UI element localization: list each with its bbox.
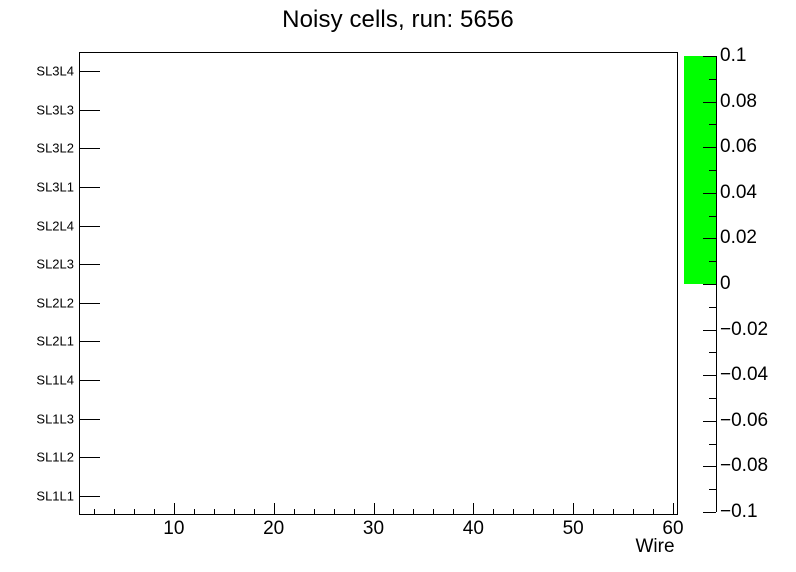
x-axis-minor-tick <box>353 509 355 515</box>
y-axis-label-sl2l3: SL2L3 <box>36 256 74 272</box>
y-axis-label-sl3l1: SL3L1 <box>36 179 74 195</box>
x-axis-major-tick <box>673 503 674 515</box>
y-axis-tick <box>79 341 100 343</box>
colorbar-minor-tick <box>709 78 716 80</box>
colorbar-tick <box>703 238 716 240</box>
y-axis-label-sl2l1: SL2L1 <box>36 333 74 349</box>
x-axis-label-40: 40 <box>462 518 484 539</box>
x-axis-label-60: 60 <box>662 518 684 539</box>
x-axis-minor-tick <box>113 509 115 515</box>
x-axis-minor-tick <box>533 509 535 515</box>
y-axis-tick <box>79 379 100 381</box>
x-axis-minor-tick <box>653 509 655 515</box>
x-axis-label-30: 30 <box>362 518 385 539</box>
colorbar-minor-tick <box>709 215 716 217</box>
y-axis-tick <box>79 71 100 73</box>
x-axis-major-tick <box>273 503 275 515</box>
x-axis-major-tick <box>573 503 575 515</box>
colorbar-tick <box>703 56 716 57</box>
colorbar-label: 0.1 <box>720 45 747 66</box>
x-axis-minor-tick <box>193 509 195 515</box>
y-axis-labels: SL1L1 SL1L2 SL1L3 SL1L4 SL2L1 SL2L2 SL2L3 SL2L4… <box>0 0 74 572</box>
y-axis-label-sl3l3: SL3L3 <box>36 102 74 118</box>
y-axis-label-sl2l2: SL2L2 <box>36 295 74 311</box>
x-axis-minor-tick <box>413 509 415 515</box>
x-axis-minor-tick <box>253 509 255 515</box>
colorbar-label: 0.02 <box>720 227 757 249</box>
colorbar-tick <box>703 375 716 377</box>
x-axis-minor-tick <box>133 509 135 515</box>
colorbar-tick <box>703 101 716 103</box>
y-axis-label-sl1l4: SL1L4 <box>36 372 74 388</box>
colorbar-tick <box>703 284 716 285</box>
x-axis-minor-tick <box>293 509 295 515</box>
x-axis-minor-tick <box>93 509 95 515</box>
colorbar-axis-line <box>716 56 717 512</box>
x-axis-minor-tick <box>433 509 435 515</box>
x-axis-minor-tick <box>633 509 635 515</box>
colorbar-tick <box>703 147 716 149</box>
y-axis-tick <box>79 109 100 111</box>
y-axis-label-sl2l4: SL2L4 <box>36 218 74 234</box>
y-axis-label-sl3l4: SL3L4 <box>36 63 74 79</box>
chart-title: Noisy cells, run: 5656 <box>282 6 514 33</box>
colorbar-minor-tick <box>709 170 716 171</box>
colorbar-tick <box>703 466 716 468</box>
x-axis-title: Wire <box>635 536 675 557</box>
y-axis-label-sl1l3: SL1L3 <box>36 411 74 427</box>
colorbar-minor-tick <box>709 352 716 354</box>
colorbar-label: −0.04 <box>720 364 769 386</box>
plot-frame <box>79 52 678 515</box>
x-axis-major-tick <box>373 503 375 515</box>
colorbar-label: 0 <box>720 273 731 294</box>
colorbar-minor-tick <box>709 443 716 445</box>
y-axis-label-sl1l2: SL1L2 <box>36 449 74 465</box>
x-axis-minor-tick <box>313 509 315 515</box>
x-axis-minor-tick <box>513 509 515 515</box>
y-axis-label-sl1l1: SL1L1 <box>36 488 74 504</box>
colorbar-minor-tick <box>709 489 716 491</box>
x-axis-minor-tick <box>613 509 615 515</box>
x-axis-label-20: 20 <box>263 518 285 539</box>
colorbar-minor-tick <box>709 398 716 399</box>
x-axis-minor-tick <box>213 509 215 515</box>
x-axis-minor-tick <box>593 509 595 515</box>
colorbar-tick <box>703 329 716 331</box>
x-axis-minor-tick <box>233 509 235 515</box>
colorbar-label: −0.02 <box>720 318 769 340</box>
y-axis-tick <box>79 418 100 420</box>
colorbar-label: 0.08 <box>720 90 757 112</box>
x-axis-minor-tick <box>153 509 155 515</box>
x-axis-minor-tick <box>393 509 395 515</box>
colorbar-tick <box>703 420 716 422</box>
y-axis-tick <box>79 264 100 266</box>
colorbar-tick <box>703 512 716 513</box>
x-axis-minor-tick <box>493 509 495 515</box>
y-axis-tick <box>79 302 100 304</box>
x-axis-label-10: 10 <box>163 518 185 539</box>
colorbar-label: −0.1 <box>720 501 758 522</box>
x-axis-minor-tick <box>453 509 455 515</box>
colorbar-label: 0.04 <box>720 181 757 203</box>
x-axis-minor-tick <box>553 509 555 515</box>
y-axis-tick <box>79 187 100 189</box>
y-axis-label-sl3l2: SL3L2 <box>36 140 74 156</box>
x-axis-minor-tick <box>333 509 335 515</box>
y-axis-tick <box>79 225 100 227</box>
colorbar-label: −0.06 <box>720 409 769 431</box>
colorbar-label: −0.08 <box>720 455 769 477</box>
colorbar-label: 0.06 <box>720 136 757 158</box>
colorbar-minor-tick <box>709 306 716 308</box>
colorbar-minor-tick <box>709 261 716 263</box>
y-axis-tick <box>79 495 100 497</box>
colorbar-tick <box>703 192 716 194</box>
y-axis-tick <box>79 457 100 459</box>
x-axis-label-50: 50 <box>562 518 584 539</box>
colorbar-minor-tick <box>709 124 716 126</box>
x-axis-major-tick <box>473 503 475 515</box>
y-axis-tick <box>79 148 100 150</box>
x-axis-major-tick <box>173 503 175 515</box>
